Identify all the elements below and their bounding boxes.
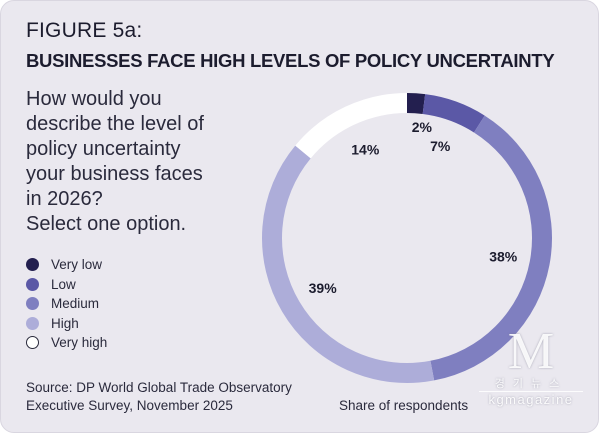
- legend-swatch: [26, 277, 39, 291]
- legend-swatch: [26, 258, 39, 272]
- legend-label: Very low: [51, 257, 103, 273]
- watermark-text: kgmagazine: [479, 391, 583, 408]
- donut-segment-high: [262, 145, 435, 383]
- data-label: 2%: [412, 119, 433, 135]
- watermark-mark: M: [507, 323, 555, 380]
- legend-swatch: [26, 297, 39, 311]
- legend-item-high: High: [26, 314, 107, 334]
- legend-label: High: [51, 315, 79, 331]
- donut-segment-low: [422, 94, 485, 133]
- source-note: Source: DP World Global Trade Observator…: [26, 380, 292, 413]
- legend-label: Medium: [51, 296, 100, 312]
- data-label: 14%: [351, 141, 380, 157]
- watermark-korean: 경기뉴스: [494, 378, 568, 390]
- donut-segment-very-high: [295, 93, 408, 159]
- figure-label: FIGURE 5a:: [26, 19, 143, 42]
- legend-item-very-high: Very high: [26, 333, 107, 353]
- legend: Very low Low Medium High Very high: [26, 255, 107, 353]
- legend-item-very-low: Very low: [26, 255, 107, 275]
- donut-segment-very-low: [406, 93, 426, 115]
- legend-label: Low: [51, 276, 76, 292]
- legend-item-low: Low: [26, 275, 107, 295]
- watermark-logo: M 경기뉴스 kgmagazine: [479, 323, 583, 408]
- survey-question: How would you describe the level of poli…: [26, 88, 204, 235]
- legend-swatch: [26, 316, 39, 330]
- legend-item-medium: Medium: [26, 294, 107, 314]
- data-label: 7%: [430, 138, 451, 154]
- legend-label: Very high: [51, 335, 108, 351]
- donut-segment-medium: [430, 115, 552, 381]
- chart-title: BUSINESSES FACE HIGH LEVELS OF POLICY UN…: [26, 50, 555, 71]
- legend-swatch: [26, 336, 39, 350]
- share-note: Share of respondents: [339, 398, 469, 413]
- data-label: 39%: [309, 280, 338, 296]
- data-label: 38%: [489, 248, 518, 264]
